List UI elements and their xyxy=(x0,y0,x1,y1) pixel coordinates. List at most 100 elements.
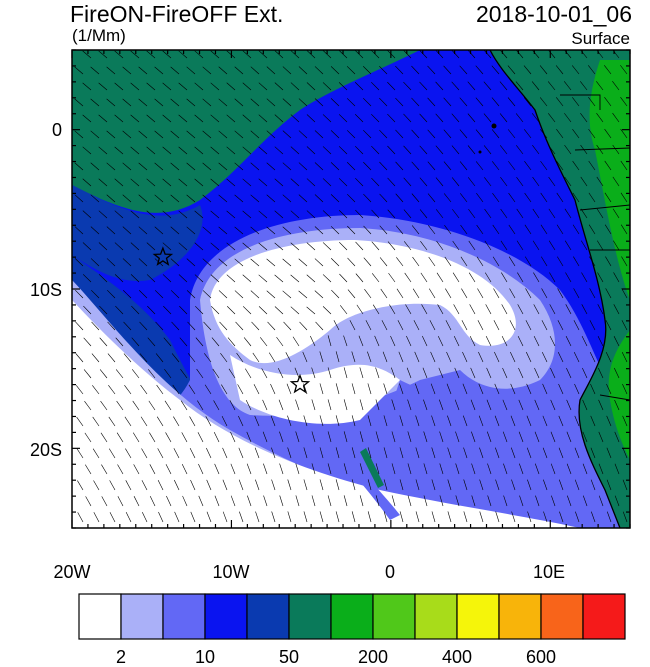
wind-vector xyxy=(156,416,164,427)
wind-vector xyxy=(270,415,276,427)
wind-vector xyxy=(453,304,460,315)
wind-vector xyxy=(486,399,492,411)
wind-vector xyxy=(443,129,452,139)
wind-vector xyxy=(274,50,284,59)
wind-vector xyxy=(99,305,108,315)
wind-vector xyxy=(202,226,212,235)
wind-vector xyxy=(74,258,84,267)
wind-vector xyxy=(306,242,316,251)
wind-vector xyxy=(515,113,524,123)
wind-vector xyxy=(532,208,540,219)
wind-vector xyxy=(157,480,164,491)
wind-vector xyxy=(314,290,324,299)
wind-vector xyxy=(516,208,524,219)
wind-vector xyxy=(491,65,500,75)
wind-vector xyxy=(581,304,588,315)
wind-vector xyxy=(499,81,508,91)
wind-vector xyxy=(148,369,156,379)
wind-vector xyxy=(367,351,372,363)
wind-vector xyxy=(166,495,172,507)
wind-vector xyxy=(606,511,612,523)
wind-vector xyxy=(123,353,132,363)
wind-vector xyxy=(499,113,508,123)
wind-vector xyxy=(492,192,500,203)
wind-vector xyxy=(439,463,444,475)
wind-vector xyxy=(299,321,308,331)
wind-vector xyxy=(403,50,412,59)
wind-vector xyxy=(274,242,284,251)
wind-vector xyxy=(548,113,556,123)
field-white-south xyxy=(72,300,580,528)
wind-vector xyxy=(194,50,204,59)
wind-vector xyxy=(287,447,292,459)
wind-vector xyxy=(612,50,620,59)
wind-vector xyxy=(428,288,436,299)
wind-vector xyxy=(613,304,620,315)
wind-vector xyxy=(612,112,620,123)
wind-vector xyxy=(290,242,300,251)
wind-vector xyxy=(438,399,444,411)
wind-vector xyxy=(379,129,388,139)
wind-vector xyxy=(170,194,180,203)
wind-vector xyxy=(460,256,468,267)
wind-vector xyxy=(527,511,532,523)
wind-vector xyxy=(279,463,284,475)
x-tick-10w: 10W xyxy=(212,562,249,582)
wind-vector xyxy=(543,479,548,491)
wind-vector xyxy=(319,383,324,395)
wind-vector xyxy=(614,431,620,443)
wind-vector xyxy=(163,337,172,347)
wind-vector xyxy=(403,241,412,251)
wind-vector xyxy=(622,415,628,427)
wind-vector xyxy=(485,335,492,347)
wind-vector xyxy=(141,511,148,523)
field-white-core xyxy=(210,240,516,364)
wind-vector xyxy=(604,97,612,107)
wind-vector xyxy=(371,241,380,251)
wind-vector xyxy=(254,415,260,427)
wind-vector xyxy=(518,431,524,443)
wind-vector xyxy=(515,50,524,59)
wind-vector xyxy=(485,304,492,315)
wind-vector xyxy=(258,50,268,59)
wind-vector xyxy=(146,274,156,283)
colorbar-label-200: 200 xyxy=(358,647,388,667)
wind-vector xyxy=(580,208,588,219)
wind-vector xyxy=(468,208,476,219)
wind-vector xyxy=(564,144,572,155)
wind-vector xyxy=(178,50,188,59)
wind-vector xyxy=(205,416,212,427)
wind-vector xyxy=(518,367,524,379)
wind-vector xyxy=(589,256,596,267)
wind-vector xyxy=(170,162,180,171)
wind-vector xyxy=(282,130,292,139)
wind-vector xyxy=(573,288,580,299)
wind-vector xyxy=(415,415,420,427)
wind-vector xyxy=(605,256,612,267)
wind-vector xyxy=(77,512,84,523)
wind-vector xyxy=(179,305,188,315)
wind-vector xyxy=(295,399,300,411)
wind-vector xyxy=(407,399,412,411)
wind-vector xyxy=(154,290,164,299)
wind-vector xyxy=(140,416,148,427)
wind-vector xyxy=(251,321,260,331)
wind-vector xyxy=(620,160,628,171)
wind-vector xyxy=(187,321,196,331)
wind-vector xyxy=(531,81,540,91)
wind-vector xyxy=(372,304,380,315)
wind-vector xyxy=(606,415,612,427)
wind-vector xyxy=(387,113,396,123)
wind-vector xyxy=(463,511,468,523)
wind-vector xyxy=(621,256,628,267)
wind-vector xyxy=(423,431,428,443)
wind-vector xyxy=(516,176,524,187)
wind-vector xyxy=(399,447,404,459)
wind-vector xyxy=(322,114,332,123)
wind-vector xyxy=(115,305,124,315)
wind-vector xyxy=(212,368,220,379)
wind-vector xyxy=(431,415,436,427)
wind-vector xyxy=(149,464,156,475)
wind-vector xyxy=(510,383,516,395)
wind-vector xyxy=(330,66,340,75)
